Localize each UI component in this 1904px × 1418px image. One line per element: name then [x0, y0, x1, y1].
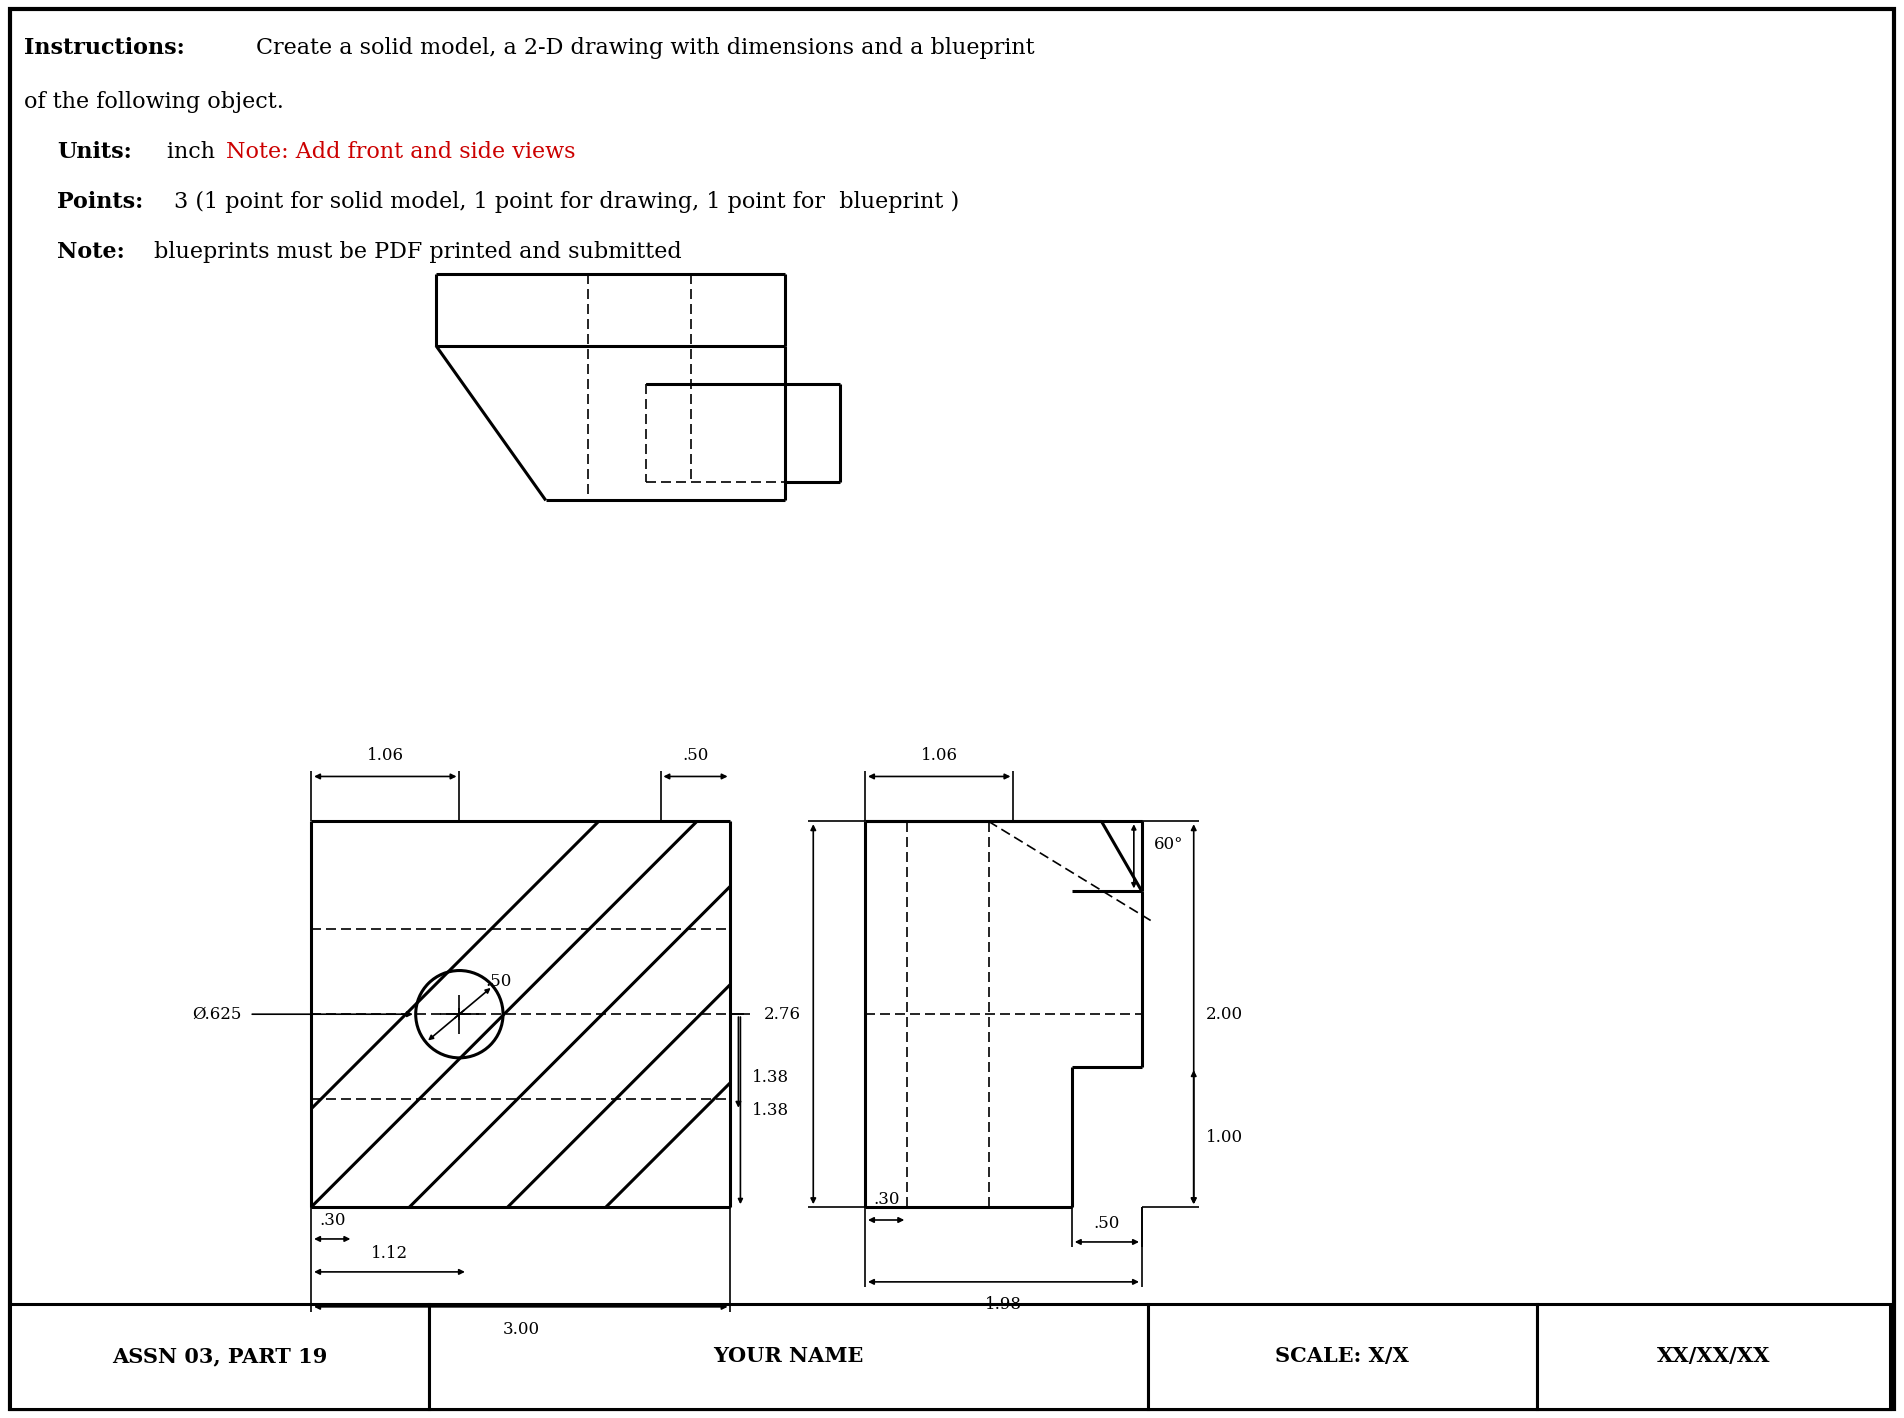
- Text: 1.38: 1.38: [752, 1102, 790, 1119]
- Text: of the following object.: of the following object.: [25, 91, 284, 113]
- Text: .50: .50: [1093, 1215, 1120, 1232]
- Text: 1.12: 1.12: [371, 1245, 407, 1262]
- Text: YOUR NAME: YOUR NAME: [714, 1346, 864, 1366]
- Text: Note:: Note:: [57, 241, 124, 262]
- Text: Note: Add front and side views: Note: Add front and side views: [227, 142, 575, 163]
- Text: inch: inch: [166, 142, 221, 163]
- Text: ASSN 03, PART 19: ASSN 03, PART 19: [112, 1346, 327, 1366]
- Text: 3 (1 point for solid model, 1 point for drawing, 1 point for  blueprint ): 3 (1 point for solid model, 1 point for …: [173, 191, 960, 213]
- Text: .50: .50: [486, 973, 512, 990]
- Text: SCALE: X/X: SCALE: X/X: [1276, 1346, 1409, 1366]
- Text: XX/XX/XX: XX/XX/XX: [1656, 1346, 1771, 1366]
- Text: 3.00: 3.00: [503, 1320, 539, 1337]
- Text: .30: .30: [872, 1191, 899, 1208]
- Text: 1.00: 1.00: [1205, 1129, 1243, 1146]
- Text: Ø.625: Ø.625: [192, 1005, 242, 1022]
- Text: .50: .50: [682, 747, 708, 764]
- Text: 60°: 60°: [1154, 837, 1182, 854]
- Bar: [428, 1303, 1148, 1408]
- Bar: [10, 1303, 428, 1408]
- Text: Units:: Units:: [57, 142, 131, 163]
- Text: 1.38: 1.38: [752, 1069, 790, 1086]
- Text: blueprints must be PDF printed and submitted: blueprints must be PDF printed and submi…: [154, 241, 682, 262]
- Text: .30: .30: [320, 1212, 345, 1229]
- Text: 1.06: 1.06: [922, 747, 958, 764]
- Text: 1.06: 1.06: [367, 747, 404, 764]
- Text: Create a solid model, a 2-D drawing with dimensions and a blueprint: Create a solid model, a 2-D drawing with…: [257, 37, 1036, 60]
- Text: 2.00: 2.00: [1205, 1005, 1243, 1022]
- Text: Points:: Points:: [57, 191, 143, 213]
- Text: Instructions:: Instructions:: [25, 37, 185, 60]
- Bar: [1148, 1303, 1537, 1408]
- Bar: [1537, 1303, 1891, 1408]
- Text: 1.98: 1.98: [984, 1296, 1022, 1313]
- Text: 2.76: 2.76: [764, 1005, 802, 1022]
